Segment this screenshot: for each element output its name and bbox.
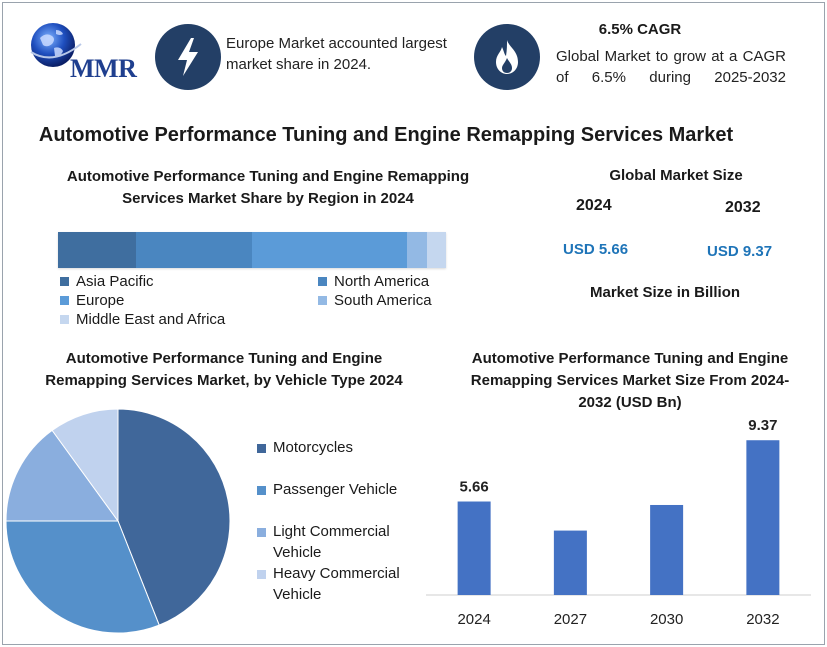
stack-segment-middle-east-and-africa: [426, 232, 446, 268]
legend-label: Heavy Commercial Vehicle: [273, 565, 400, 603]
bar-2027: [553, 530, 587, 595]
stack-segment-north-america: [135, 232, 252, 268]
legend-label: Asia Pacific: [76, 273, 154, 290]
year-end: 2032: [725, 199, 761, 216]
bar-2032: [746, 440, 780, 595]
logo-text: MMR: [70, 54, 137, 83]
pie-slice-passenger-vehicle: [5, 520, 160, 634]
vehicle-legend-item: Motorcycles: [257, 437, 422, 458]
legend-label: Light Commercial Vehicle: [273, 523, 390, 561]
legend-swatch: [318, 296, 327, 305]
main-title: Automotive Performance Tuning and Engine…: [38, 124, 734, 146]
region-legend-item: Middle East and Africa: [60, 311, 225, 328]
legend-label: Motorcycles: [273, 439, 354, 456]
flame-icon: [474, 24, 540, 90]
value-end: USD 9.37: [707, 243, 773, 260]
bar-2030: [650, 504, 684, 595]
pie-slice-light-commercial-vehicle: [5, 429, 119, 522]
bar-2024: [457, 501, 491, 595]
global-market-size-title: Global Market Size: [609, 167, 743, 184]
region-legend-item: Europe: [60, 292, 124, 309]
pie-slice-heavy-commercial-vehicle: [51, 408, 119, 523]
legend-swatch: [60, 296, 69, 305]
legend-swatch: [318, 277, 327, 286]
lightning-icon: [155, 24, 221, 90]
vehicle-chart-title: Automotive Performance Tuning and Engine…: [45, 350, 403, 389]
legend-label: Middle East and Africa: [76, 311, 226, 328]
market-size-bar-chart: 2024 5.66 2027 2030 2032 9.37: [426, 417, 811, 628]
x-tick-label: 2032: [746, 611, 779, 628]
legend-swatch: [257, 528, 266, 537]
region-stacked-bar: [58, 232, 446, 268]
vehicle-legend-item: Passenger Vehicle: [257, 479, 422, 500]
cagr-title: 6.5% CAGR: [598, 21, 682, 38]
vehicle-pie-chart: [5, 408, 231, 634]
vehicle-legend-item: Light Commercial Vehicle: [257, 521, 422, 563]
x-tick-label: 2024: [457, 611, 490, 628]
market-size-unit: Market Size in Billion: [589, 284, 741, 301]
x-tick-label: 2030: [650, 611, 683, 628]
legend-swatch: [257, 570, 266, 579]
stack-segment-europe: [251, 232, 408, 268]
vehicle-legend-item: Heavy Commercial Vehicle: [257, 563, 422, 605]
legend-label: Europe: [76, 292, 125, 309]
year-start: 2024: [576, 197, 612, 214]
mmr-logo: MMR: [26, 18, 144, 88]
stack-segment-asia-pacific: [58, 232, 136, 268]
vehicle-legend: Motorcycles Passenger Vehicle Light Commer…: [257, 437, 427, 607]
cagr-text: Global Market to grow at a CAGR of 6.5% …: [556, 48, 786, 86]
bar-data-label: 5.66: [460, 479, 489, 496]
europe-share-text: Europe Market accounted largest market s…: [226, 35, 447, 73]
market-size-chart-title: Automotive Performance Tuning and Engine…: [470, 350, 790, 411]
region-legend-item: North America: [318, 273, 429, 290]
globe-icon: [30, 23, 82, 67]
region-chart-title: Automotive Performance Tuning and Engine…: [66, 168, 470, 207]
value-start: USD 5.66: [563, 241, 629, 258]
bar-data-label: 9.37: [748, 417, 777, 434]
legend-label: North America: [334, 273, 430, 290]
legend-label: South America: [334, 292, 432, 309]
legend-swatch: [257, 444, 266, 453]
region-legend-item: Asia Pacific: [60, 273, 154, 290]
legend-swatch: [257, 486, 266, 495]
region-legend-item: South America: [318, 292, 432, 309]
pie-slice-motorcycles: [117, 408, 231, 626]
stack-segment-south-america: [407, 232, 427, 268]
legend-label: Passenger Vehicle: [273, 481, 398, 498]
x-tick-label: 2027: [554, 611, 587, 628]
legend-swatch: [60, 277, 69, 286]
legend-swatch: [60, 315, 69, 324]
